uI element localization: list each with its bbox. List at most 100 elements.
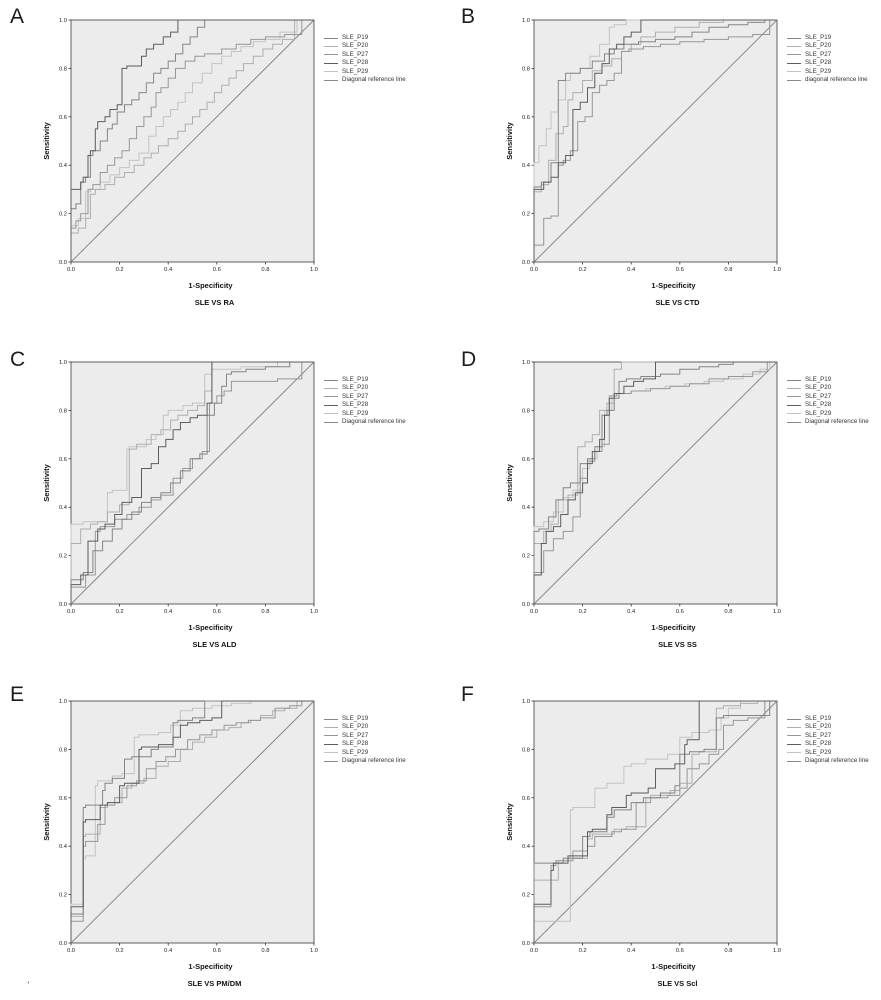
legend-swatch [324,727,338,729]
x-tick-label: 0.0 [530,267,538,273]
legend-item: SLE_P19 [324,715,406,723]
legend-item: diagonal reference line [787,76,868,84]
legend-label: SLE_P19 [805,376,832,383]
legend-swatch [787,79,801,81]
roc-curve-SLE_P19 [533,19,777,262]
legend-item: SLE_P20 [324,384,406,392]
y-tick-label: 0.0 [59,602,67,608]
legend-C: SLE_P19 SLE_P20 SLE_P27 SLE_P28 SLE_P29 Diago… [324,376,406,426]
roc-curve-SLE_P27 [70,361,314,604]
legend-swatch [324,396,338,398]
y-tick-label: 0.6 [59,457,67,463]
legend-swatch [324,388,338,390]
x-tick-label: 0.6 [676,948,684,954]
legend-swatch [787,743,801,745]
x-tick-label: 0.4 [164,609,173,615]
y-tick-label: 0.0 [522,602,530,608]
roc-plot-F: 0.00.0 0.2 0.2 0.4 0.4 0.6 0.6 0.8 0.8 1.0 1.0 [522,699,781,954]
panel-title-A: SLE VS RA [194,298,235,307]
roc-plot-A: 0.00.0 0.2 0.2 0.4 0.4 0.6 0.6 0.8 0.8 1.0 1.0 [59,18,318,273]
diagonal-reference-line [70,700,315,944]
legend-label: SLE_P28 [342,740,369,748]
y-tick-label: 0.8 [59,747,67,753]
y-tick-label: 0.6 [59,115,67,121]
legend-label: SLE_P27 [342,50,369,58]
panel-title-B: SLE VS CTD [655,298,700,307]
legend-item: SLE_P28 [787,740,869,748]
x-tick-label: 1.0 [310,267,318,273]
legend-item: SLE_P19 [787,715,869,723]
legend-swatch [787,54,801,56]
roc-plot-C: 0.00.0 0.2 0.2 0.4 0.4 0.6 0.6 0.8 0.8 1.0 1.0 [59,360,318,615]
legend-item: SLE_P19 [787,34,868,42]
legend-swatch [324,752,338,754]
x-tick-label: 0.2 [579,609,587,615]
legend-swatch [787,46,801,48]
legend-D: SLE_P19 SLE_P20 SLE_P27 SLE_P28 SLE_P29 Diago… [787,376,869,426]
y-tick-label: 0.8 [522,408,530,414]
roc-curve-SLE_P20 [70,19,314,262]
y-tick-label: 1.0 [59,360,67,366]
x-tick-label: 0.8 [724,267,732,273]
x-tick-label: 0.2 [116,267,124,273]
legend-item: Diagonal reference line [324,76,406,84]
roc-curve-SLE_P29 [70,700,314,943]
legend-label: SLE_P27 [805,731,832,739]
legend-label: SLE_P20 [805,723,832,731]
legend-item: SLE_P20 [324,723,406,731]
legend-A: SLE_P19 SLE_P20 SLE_P27 SLE_P28 SLE_P29 Diago… [324,34,406,84]
panel-title-E: SLE VS PM/DM [187,979,242,988]
x-tick-label: 0.0 [67,948,75,954]
x-tick-label: 1.0 [773,948,781,954]
y-tick-label: 0.8 [59,66,67,72]
legend-swatch [787,413,801,415]
y-tick-label: 0.2 [522,212,530,218]
legend-F: SLE_P19 SLE_P20 SLE_P27 SLE_P28 SLE_P29 Diago… [787,715,869,765]
legend-item: SLE_P27 [787,51,868,59]
roc-curve-SLE_P29 [70,361,314,604]
y-tick-label: 0.6 [522,115,530,121]
diagonal-reference-line [70,361,315,605]
legend-swatch [787,760,801,762]
x-tick-label: 0.8 [261,609,269,615]
y-axis-label-B: Sensitivity [505,122,514,160]
legend-label: SLE_P20 [342,384,369,392]
roc-curve-SLE_P28 [70,19,314,262]
x-axis-label-D: 1-Specificity [651,623,696,632]
legend-item: SLE_P20 [787,42,868,50]
legend-swatch [787,735,801,737]
y-tick-label: 1.0 [59,699,67,705]
legend-label: SLE_P28 [805,401,832,409]
x-tick-label: 1.0 [310,948,318,954]
legend-swatch [787,727,801,729]
legend-label: SLE_P19 [342,715,369,722]
roc-curve-SLE_P28 [533,19,777,262]
y-tick-label: 0.4 [522,505,531,511]
y-tick-label: 0.2 [59,554,67,560]
legend-item: SLE_P29 [787,68,868,76]
y-tick-label: 0.2 [522,893,530,899]
legend-item: Diagonal reference line [324,757,406,765]
legend-swatch [324,71,338,73]
x-tick-label: 0.8 [724,609,732,615]
x-tick-label: 1.0 [310,609,318,615]
legend-swatch [324,413,338,415]
y-tick-label: 0.8 [59,408,67,414]
y-tick-label: 0.4 [522,844,531,850]
legend-item: SLE_P28 [324,401,406,409]
x-tick-label: 0.0 [67,267,75,273]
x-tick-label: 0.6 [213,267,221,273]
legend-label: SLE_P29 [805,748,832,756]
legend-label: SLE_P29 [342,748,369,756]
legend-swatch [324,379,338,381]
y-tick-label: 0.6 [522,457,530,463]
panel-letter-F: F [461,683,474,706]
roc-curve-SLE_P28 [70,700,314,943]
roc-curve-SLE_P28 [533,361,777,604]
y-axis-label-C: Sensitivity [42,464,51,502]
legend-item: SLE_P19 [324,376,406,384]
legend-item: SLE_P19 [787,376,869,384]
legend-item: SLE_P28 [324,59,406,67]
y-tick-label: 1.0 [522,699,530,705]
